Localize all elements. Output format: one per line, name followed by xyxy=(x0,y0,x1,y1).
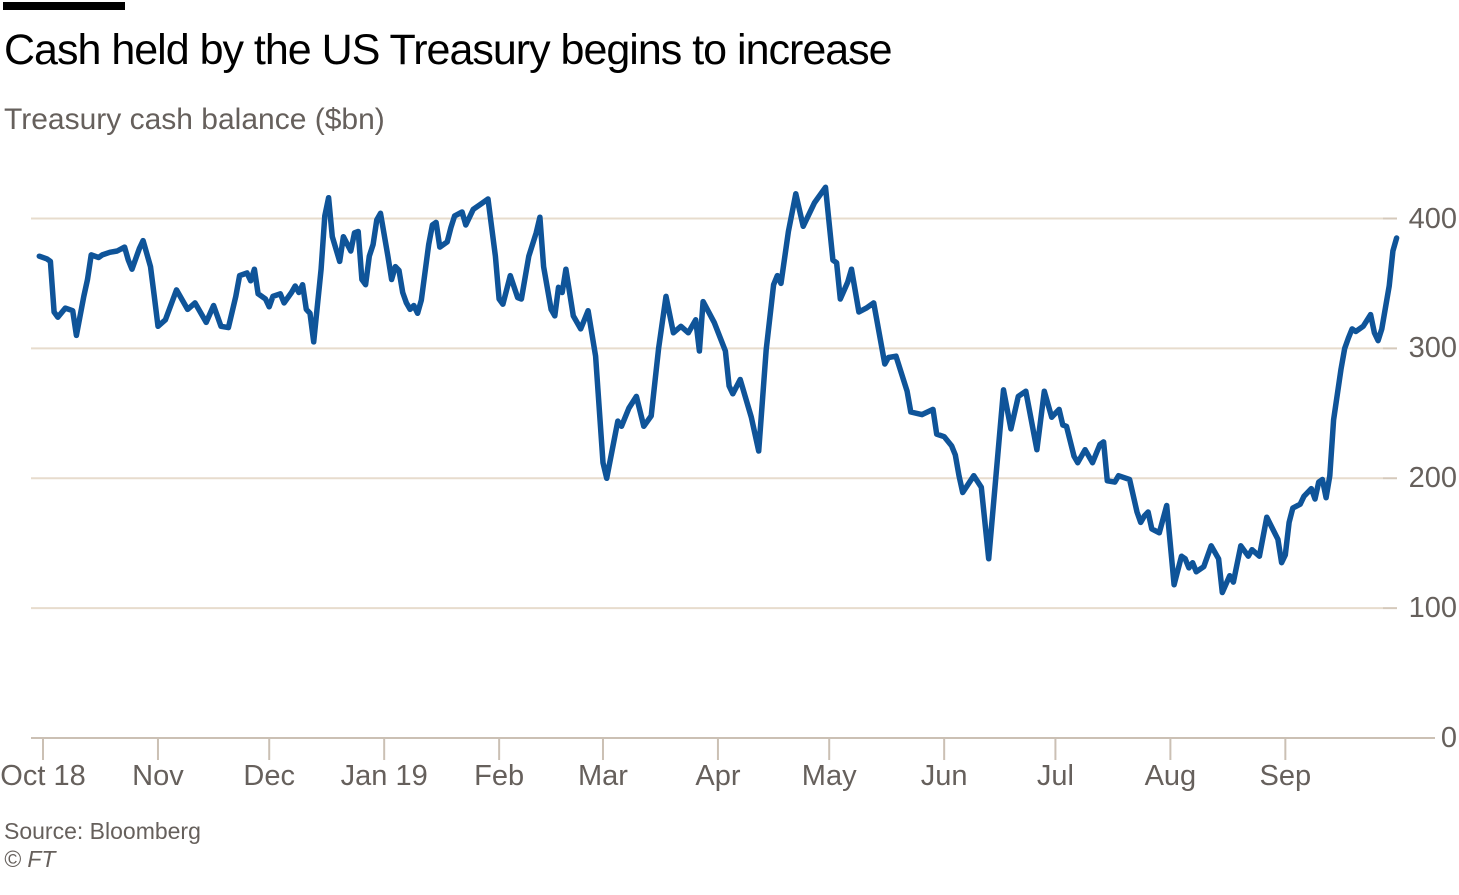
y-axis-label: 100 xyxy=(1408,592,1457,625)
x-axis-label: Feb xyxy=(474,760,525,792)
page-title: Cash held by the US Treasury begins to i… xyxy=(4,26,893,74)
x-axis-label: Jul xyxy=(1036,760,1074,792)
y-axis-label: 200 xyxy=(1408,462,1457,495)
y-axis-label: 0 xyxy=(1440,722,1457,754)
x-axis-label: Jun xyxy=(920,760,968,792)
data-line xyxy=(36,184,1400,596)
x-axis-label: Dec xyxy=(243,760,295,792)
ft-copyright: © FT xyxy=(4,846,56,872)
x-axis-label: Sep xyxy=(1259,760,1312,792)
x-axis-label: Mar xyxy=(577,760,628,792)
chart-subtitle: Treasury cash balance ($bn) xyxy=(4,103,385,136)
top-rule xyxy=(3,2,125,10)
y-axis-label: 400 xyxy=(1408,202,1457,235)
x-axis-label: Jan 19 xyxy=(340,760,428,792)
x-axis-label: Aug xyxy=(1144,760,1197,792)
source-note: Source: Bloomberg xyxy=(4,818,201,844)
x-axis-label: Apr xyxy=(695,760,741,792)
y-axis-label: 300 xyxy=(1408,332,1457,365)
x-axis-label: Nov xyxy=(132,760,184,792)
x-axis-label: Oct 18 xyxy=(0,760,86,792)
x-axis-label: May xyxy=(801,760,857,792)
